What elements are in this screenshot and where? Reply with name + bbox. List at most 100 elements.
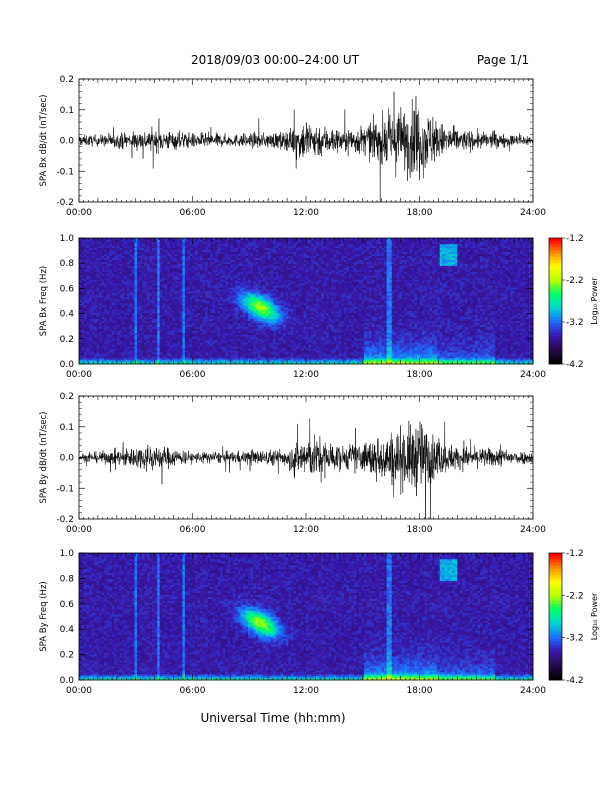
spectrogram-cell	[121, 253, 125, 257]
spectrogram-cell	[124, 316, 128, 320]
spectrogram-cell	[144, 318, 148, 321]
spectrogram-cell	[197, 285, 201, 288]
spectrogram-cell	[94, 291, 97, 294]
spectrogram-cell	[172, 314, 176, 318]
spectrogram-cell	[273, 271, 277, 274]
spectrogram-cell	[154, 273, 158, 276]
spectrogram-cell	[144, 360, 148, 363]
spectrogram-cell	[144, 304, 148, 308]
spectrogram-cell	[109, 245, 113, 249]
spectrogram-cell	[187, 269, 191, 272]
spectrogram-cell	[230, 334, 234, 337]
spectrogram-cell	[169, 340, 173, 343]
spectrogram-cell	[109, 336, 113, 339]
spectrogram-cell	[192, 350, 196, 353]
spectrogram-cell	[273, 342, 277, 345]
spectrogram-cell	[169, 316, 173, 320]
spectrogram-cell	[235, 338, 239, 341]
spectrogram-cell	[119, 293, 123, 296]
spectrogram-cell	[104, 318, 108, 321]
spectrogram-cell	[217, 253, 221, 257]
spectrogram-cell	[197, 291, 201, 294]
spectrogram-cell	[111, 312, 115, 316]
spectrogram-cell	[94, 285, 97, 288]
spectrogram-cell	[247, 324, 251, 327]
spectrogram-cell	[222, 277, 226, 280]
spectrogram-cell	[174, 318, 178, 321]
spectrogram-cell	[111, 301, 115, 304]
spectrogram-cell	[184, 326, 188, 329]
spectrogram-cell	[182, 269, 186, 272]
spectrogram-cell	[210, 322, 213, 325]
spectrogram-cell	[164, 251, 168, 255]
spectrogram-cell	[212, 267, 216, 270]
spectrogram-cell	[225, 249, 229, 253]
spectrogram-cell	[124, 344, 128, 347]
spectrogram-cell	[210, 293, 213, 296]
spectrogram-cell	[273, 312, 277, 316]
spectrogram-cell	[195, 267, 198, 270]
spectrogram-cell	[121, 241, 125, 245]
spectrogram-cell	[215, 348, 219, 351]
spectrogram-cell	[270, 277, 274, 280]
spectrogram-cell	[99, 301, 102, 304]
spectrogram-cell	[89, 342, 92, 345]
spectrogram-cell	[131, 257, 135, 260]
spectrogram-cell	[137, 281, 140, 284]
spectrogram-cell	[126, 247, 130, 251]
spectrogram-cell	[101, 352, 105, 355]
spectrogram-cell	[174, 332, 178, 335]
spectrogram-cell	[106, 302, 110, 306]
spectrogram-cell	[94, 261, 97, 264]
spectrogram-cell	[225, 241, 229, 245]
spectrogram-cell	[227, 314, 231, 318]
spectrogram-cell	[179, 253, 183, 257]
spectrogram-cell	[235, 241, 239, 245]
spectrogram-cell	[126, 277, 130, 280]
spectrogram-cell	[179, 330, 183, 333]
spectrogram-cell	[142, 261, 145, 264]
spectrogram-cell	[230, 249, 234, 253]
spectrogram-cell	[215, 265, 219, 268]
spectrogram-cell	[205, 295, 208, 298]
spectrogram-cell	[250, 332, 254, 335]
spectrogram-cell	[142, 287, 145, 290]
spectrogram-cell	[242, 356, 246, 359]
spectrogram-cell	[200, 342, 203, 345]
spectrogram-cell	[253, 328, 256, 331]
spectrogram-cell	[232, 265, 236, 268]
spectrogram-cell	[131, 324, 135, 327]
spectrogram-cell	[184, 360, 188, 363]
spectrogram-cell	[99, 348, 102, 351]
spectrogram-cell	[172, 273, 176, 276]
spectrogram-cell	[187, 326, 191, 329]
spectrogram-cell	[174, 289, 178, 292]
spectrogram-cell	[260, 324, 264, 327]
spectrogram-cell	[197, 277, 201, 280]
spectrogram-cell	[126, 261, 130, 264]
spectrogram-cell	[91, 314, 95, 318]
spectrogram-cell	[101, 322, 105, 325]
spectrogram-cell	[189, 287, 193, 290]
spectrogram-cell	[265, 360, 269, 363]
spectrogram-cell	[134, 283, 138, 286]
spectrogram-cell	[220, 314, 224, 318]
spectrogram-cell	[222, 291, 226, 294]
spectrogram-cell	[212, 334, 216, 337]
spectrogram-cell	[212, 238, 216, 241]
spectrogram-cell	[177, 255, 181, 258]
spectrogram-cell	[197, 255, 201, 258]
spectrogram-cell	[121, 277, 125, 280]
spectrogram-cell	[255, 328, 259, 331]
spectrogram-cell	[154, 344, 158, 347]
spectrogram-cell	[189, 281, 193, 284]
spectrogram-cell	[217, 322, 221, 325]
spectrogram-cell	[222, 344, 226, 347]
spectrogram-cell	[240, 267, 244, 270]
spectrogram-cell	[205, 301, 208, 304]
spectrogram-cell	[227, 306, 231, 310]
spectrogram-cell	[207, 314, 211, 318]
spectrogram-cell	[101, 297, 105, 300]
spectrogram-cell	[242, 352, 246, 355]
spectrogram-cell	[230, 356, 234, 359]
